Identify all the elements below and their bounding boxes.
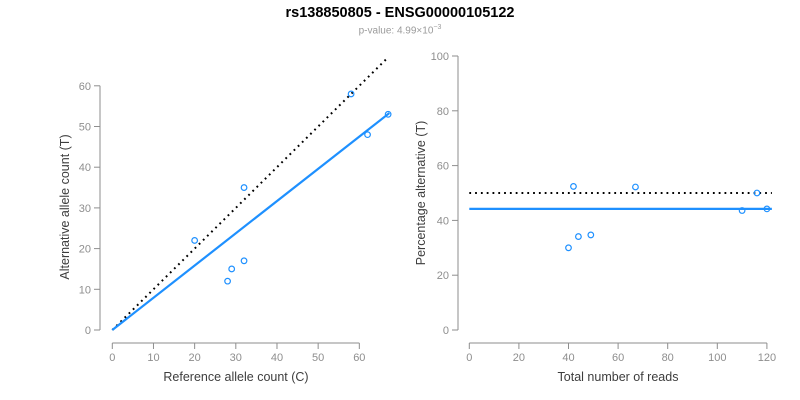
- x-tick-label: 40: [271, 352, 283, 364]
- x-axis-label: Total number of reads: [558, 370, 679, 384]
- figure-title: rs138850805 - ENSG00000105122: [285, 5, 515, 21]
- x-tick-label: 0: [109, 352, 115, 364]
- x-tick-label: 0: [466, 352, 472, 364]
- figure-subtitle: p-value: 4.99×10−3: [0, 24, 800, 36]
- y-tick-label: 60: [79, 81, 91, 93]
- y-tick-label: 50: [79, 122, 91, 134]
- data-point: [575, 233, 582, 240]
- data-point: [364, 131, 371, 139]
- y-tick-label: 60: [437, 161, 449, 173]
- right-scatter-plot: Total number of reads Percentage alterna…: [414, 51, 776, 384]
- x-tick-label: 30: [230, 352, 242, 364]
- y-tick-label: 40: [437, 215, 449, 227]
- y-tick-label: 30: [79, 203, 91, 215]
- x-tick-label: 80: [662, 352, 674, 364]
- y-tick-label: 80: [437, 106, 449, 118]
- data-point: [228, 265, 236, 273]
- data-point: [240, 184, 248, 191]
- data-point: [384, 110, 392, 118]
- x-axis-label: Reference allele count (C): [163, 370, 308, 384]
- right-plot-generated: 0 20 40 60 80 100 120 0 20 40 60 80 100: [431, 51, 776, 364]
- data-point: [632, 183, 639, 191]
- data-point: [738, 207, 746, 214]
- x-tick-label: 10: [147, 352, 159, 364]
- x-tick-label: 20: [513, 352, 525, 364]
- data-point: [587, 231, 595, 239]
- data-point: [347, 90, 355, 98]
- data-point: [565, 244, 572, 252]
- x-tick-label: 40: [562, 352, 574, 364]
- y-axis-label: Percentage alternative (T): [414, 121, 428, 266]
- y-tick-label: 10: [79, 284, 91, 296]
- x-tick-label: 20: [189, 352, 201, 364]
- x-tick-label: 100: [708, 352, 726, 364]
- data-point: [240, 257, 248, 265]
- y-tick-label: 0: [443, 325, 449, 337]
- left-plot-generated: 0 10 20 30 40 50 60 0 10 20 30 40 50 60: [79, 56, 392, 364]
- data-point: [224, 277, 231, 285]
- x-tick-label: 50: [312, 352, 324, 364]
- x-tick-label: 120: [758, 352, 776, 364]
- y-axis-label: Alternative allele count (T): [58, 134, 72, 279]
- subtitle-exponent: −3: [433, 24, 442, 31]
- y-tick-label: 20: [79, 244, 91, 256]
- x-tick-label: 60: [353, 352, 365, 364]
- x-tick-label: 60: [612, 352, 624, 364]
- left-scatter-plot: Reference allele count (C) Alternative a…: [58, 56, 392, 384]
- data-point: [753, 189, 761, 197]
- data-point: [191, 237, 199, 244]
- y-tick-label: 40: [79, 162, 91, 174]
- data-point: [763, 205, 771, 213]
- y-tick-label: 20: [437, 270, 449, 282]
- data-point: [570, 183, 577, 190]
- y-tick-label: 100: [431, 51, 449, 63]
- identity-line: [111, 56, 389, 331]
- y-tick-label: 0: [85, 325, 91, 337]
- subtitle-text: p-value: 4.99×10: [358, 25, 434, 37]
- fit-line: [111, 112, 391, 331]
